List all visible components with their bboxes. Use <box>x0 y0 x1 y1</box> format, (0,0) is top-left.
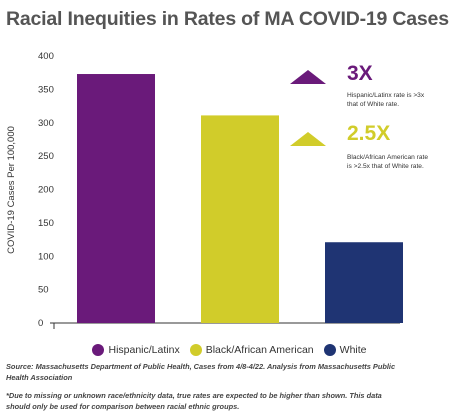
y-tick-label: 300 <box>38 118 54 129</box>
y-tick-label: 100 <box>38 251 54 262</box>
bars <box>77 74 403 324</box>
y-tick-label: 400 <box>38 51 54 62</box>
source-note: Source: Massachusetts Department of Publ… <box>6 362 456 383</box>
legend-label: White <box>339 344 367 356</box>
y-tick-label: 150 <box>38 218 54 229</box>
arrow-up-icon <box>290 132 326 146</box>
annotation-note-black: Black/African American rate is >2.5x tha… <box>347 153 428 171</box>
y-tick-label: 50 <box>38 285 49 296</box>
annotation-3x: 3X <box>347 62 373 85</box>
annotation-note-line: that of White rate. <box>347 101 400 108</box>
y-tick-label: 200 <box>38 185 54 196</box>
legend-swatch <box>323 344 336 356</box>
annotation-note-line: is >2.5x that of White rate. <box>347 163 424 170</box>
bar <box>325 242 403 323</box>
legend-item-hispanic: Hispanic/Latinx <box>92 344 180 356</box>
legend-label: Hispanic/Latinx <box>108 344 180 356</box>
y-tick-label: 350 <box>38 84 54 95</box>
legend-item-black: Black/African American <box>189 344 314 356</box>
legend-swatch <box>189 344 202 356</box>
bar-chart: 0 50 100 150 200 250 300 350 400 COVID-19 Cases … <box>6 51 403 329</box>
legend-swatch <box>92 344 105 356</box>
y-tick-label: 0 <box>38 318 43 329</box>
footnote-line: should only be used for comparison betwe… <box>6 401 240 411</box>
legend-item-white: White <box>323 344 367 356</box>
arrow-up-icon <box>290 70 326 84</box>
bar <box>77 74 155 324</box>
chart-title: Racial Inequities in Rates of MA COVID-1… <box>6 8 449 30</box>
footnote: *Due to missing or unknown race/ethnicit… <box>6 391 456 412</box>
annotation-note-hispanic: Hispanic/Latinx rate is >3x that of Whit… <box>347 91 424 109</box>
y-tick-label: 250 <box>38 151 54 162</box>
annotation-note-line: Hispanic/Latinx rate is >3x <box>347 92 425 99</box>
legend: Hispanic/Latinx Black/African American W… <box>0 344 459 356</box>
legend-label: Black/African American <box>205 344 314 356</box>
source-line: Health Association <box>6 372 73 382</box>
source-line: Source: Massachusetts Department of Publ… <box>6 362 396 371</box>
annotation-note-line: Black/African American rate <box>347 154 428 161</box>
annotation-2-5x: 2.5X <box>347 122 391 145</box>
y-axis-label: COVID-19 Cases Per 100,000 <box>6 126 17 254</box>
footnote-line: *Due to missing or unknown race/ethnicit… <box>6 391 382 400</box>
bar <box>201 115 279 323</box>
